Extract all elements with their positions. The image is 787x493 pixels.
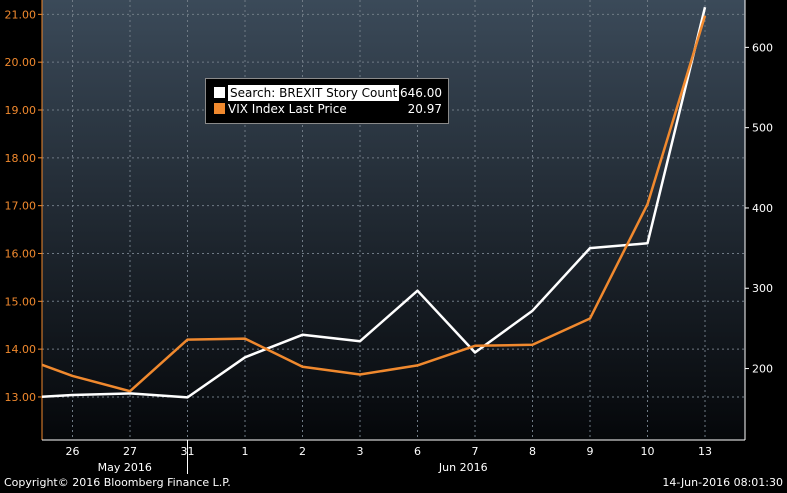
left-tick-label: 20.00 xyxy=(5,56,37,69)
left-tick-label: 21.00 xyxy=(5,8,37,21)
axes xyxy=(41,0,746,441)
right-tick-label: 600 xyxy=(752,41,773,54)
x-tick-label: 9 xyxy=(587,445,594,458)
right-tick-label: 300 xyxy=(752,282,773,295)
timestamp-text: 14-Jun-2016 08:01:30 xyxy=(662,476,783,489)
x-tick-label: 10 xyxy=(641,445,655,458)
legend-label-vix: VIX Index Last Price xyxy=(228,102,347,116)
legend-item-vix: VIX Index Last Price 20.97 xyxy=(214,101,442,117)
series-lines xyxy=(41,6,707,399)
x-tick-label: 2 xyxy=(299,445,306,458)
right-axis-ticks: 200 300 400 500 600 xyxy=(745,41,773,376)
month-label-may: May 2016 xyxy=(98,461,152,474)
legend-swatch-brexit xyxy=(214,87,225,98)
left-tick-label: 18.00 xyxy=(5,152,37,165)
right-tick-label: 500 xyxy=(752,122,773,135)
left-tick-label: 14.00 xyxy=(5,343,37,356)
legend-value-vix: 20.97 xyxy=(407,102,442,116)
x-tick-label: 8 xyxy=(529,445,536,458)
left-tick-label: 16.00 xyxy=(5,247,37,260)
chart-legend: Search: BREXIT Story Count 646.00 VIX In… xyxy=(205,78,449,124)
legend-swatch-vix xyxy=(214,103,225,114)
x-tick-label: 27 xyxy=(123,445,137,458)
left-axis-ticks: 13.00 14.00 15.00 16.00 17.00 18.00 19.00 20.00… xyxy=(5,8,42,404)
left-tick-label: 17.00 xyxy=(5,200,37,213)
legend-item-brexit: Search: BREXIT Story Count 646.00 xyxy=(214,85,442,101)
month-label-jun: Jun 2016 xyxy=(438,461,488,474)
right-tick-label: 200 xyxy=(752,363,773,376)
series-line-vix xyxy=(41,15,707,393)
x-tick-label: 6 xyxy=(414,445,421,458)
x-tick-label: 1 xyxy=(242,445,249,458)
legend-label-brexit: Search: BREXIT Story Count xyxy=(228,85,400,101)
x-tick-label: 26 xyxy=(66,445,80,458)
series-line-brexit xyxy=(41,6,707,399)
gridlines xyxy=(42,0,745,440)
x-tick-label: 7 xyxy=(472,445,479,458)
x-tick-label: 13 xyxy=(698,445,712,458)
left-tick-label: 19.00 xyxy=(5,104,37,117)
legend-value-brexit: 646.00 xyxy=(400,86,442,100)
left-tick-label: 15.00 xyxy=(5,295,37,308)
right-tick-label: 400 xyxy=(752,202,773,215)
copyright-text: Copyright© 2016 Bloomberg Finance L.P. xyxy=(4,476,231,489)
x-tick-label: 3 xyxy=(357,445,364,458)
left-tick-label: 13.00 xyxy=(5,391,37,404)
